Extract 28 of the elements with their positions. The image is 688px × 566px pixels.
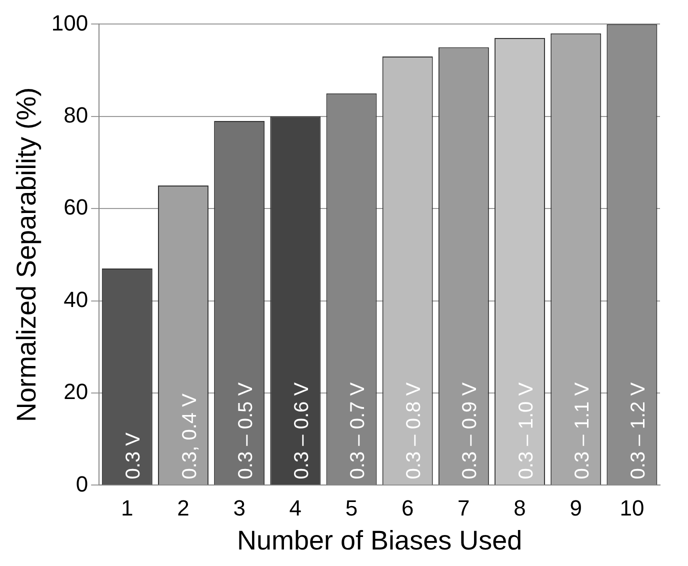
x-tick-label: 5 (345, 495, 358, 520)
annotation: 0.3 – 0.8 V (403, 382, 426, 480)
y-tick-label: 60 (64, 194, 88, 220)
x-tick-label: 8 (514, 495, 526, 520)
x-tick-label: 7 (458, 495, 470, 520)
x-axis-title: Number of Biases Used (236, 525, 522, 556)
y-tick-label: 20 (64, 379, 88, 404)
annotation: 0.3 – 0.5 V (234, 382, 257, 480)
annotation: 0.3 – 1.1 V (571, 382, 594, 480)
x-tick-label: 2 (177, 495, 190, 520)
annotation: 0.3 – 0.9 V (459, 382, 482, 480)
x-tick-label: 3 (233, 495, 246, 520)
y-tick-label: 80 (64, 102, 88, 128)
y-tick-label: 0 (76, 471, 88, 496)
annotation: 0.3 – 1.2 V (627, 382, 650, 480)
x-tick-label: 1 (121, 495, 134, 520)
y-tick-label: 100 (51, 10, 88, 36)
annotation: 0.3, 0.4 V (178, 392, 201, 480)
x-tick-label: 6 (401, 495, 414, 520)
x-tick-label: 10 (620, 495, 644, 520)
annotation: 0.3 V (122, 432, 145, 480)
x-tick-label: 9 (570, 495, 582, 520)
annotation: 0.3 – 0.7 V (347, 382, 370, 480)
y-axis-title: Normalized Separability (%) (12, 87, 42, 422)
annotation: 0.3 – 1.0 V (515, 382, 538, 480)
x-tick-label: 4 (289, 495, 302, 520)
annotation: 0.3 – 0.6 V (290, 382, 313, 480)
y-tick-label: 40 (64, 286, 88, 312)
